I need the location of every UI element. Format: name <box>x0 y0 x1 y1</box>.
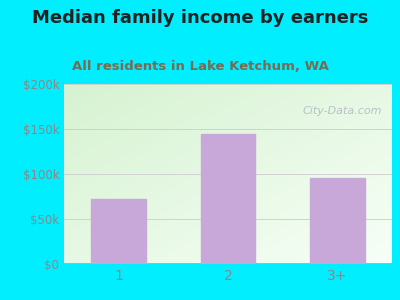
Text: Median family income by earners: Median family income by earners <box>32 9 368 27</box>
Bar <box>201 134 255 264</box>
Bar <box>91 199 146 264</box>
Bar <box>310 178 365 264</box>
Text: City-Data.com: City-Data.com <box>303 106 382 116</box>
Text: All residents in Lake Ketchum, WA: All residents in Lake Ketchum, WA <box>72 60 328 73</box>
